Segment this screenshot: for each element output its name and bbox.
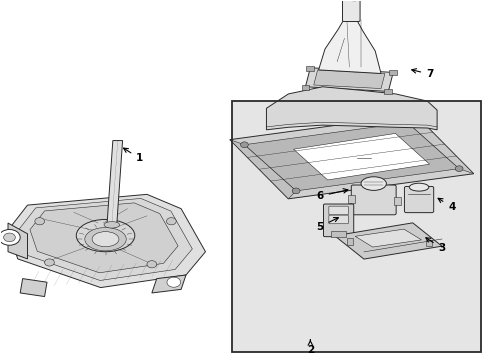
Polygon shape (334, 223, 441, 259)
Text: 2: 2 (306, 340, 313, 355)
Bar (346, 238, 352, 244)
Polygon shape (293, 134, 428, 180)
Bar (393, 197, 400, 205)
Polygon shape (8, 223, 27, 259)
Polygon shape (354, 229, 421, 247)
Ellipse shape (104, 222, 120, 228)
Ellipse shape (84, 228, 126, 251)
Bar (330, 231, 345, 237)
FancyBboxPatch shape (323, 204, 353, 237)
Circle shape (0, 229, 20, 245)
Circle shape (3, 233, 15, 242)
Circle shape (147, 261, 157, 268)
Ellipse shape (76, 220, 135, 252)
Polygon shape (152, 275, 185, 293)
Circle shape (454, 166, 462, 171)
Circle shape (240, 142, 248, 148)
Text: 4: 4 (437, 198, 454, 212)
Polygon shape (266, 87, 436, 130)
Bar (306, 66, 314, 71)
Polygon shape (107, 140, 122, 225)
Bar (388, 70, 396, 75)
Polygon shape (20, 279, 47, 297)
Circle shape (166, 277, 180, 287)
Circle shape (292, 188, 299, 194)
Ellipse shape (341, 0, 366, 1)
Polygon shape (313, 70, 384, 89)
FancyBboxPatch shape (342, 0, 359, 22)
Circle shape (44, 259, 54, 266)
Ellipse shape (408, 183, 428, 191)
Circle shape (166, 218, 176, 225)
FancyBboxPatch shape (328, 215, 347, 224)
Bar (301, 85, 309, 90)
Text: 6: 6 (316, 189, 347, 201)
Bar (384, 89, 391, 94)
Circle shape (35, 218, 44, 225)
Bar (232, 101, 480, 352)
Bar (426, 240, 431, 246)
Text: 7: 7 (411, 69, 432, 79)
Polygon shape (305, 68, 392, 91)
Text: 1: 1 (123, 148, 143, 163)
Text: 3: 3 (425, 238, 445, 253)
FancyBboxPatch shape (404, 186, 433, 213)
FancyBboxPatch shape (350, 185, 395, 215)
Bar (232, 101, 480, 352)
Polygon shape (229, 140, 295, 199)
Ellipse shape (360, 177, 386, 190)
Polygon shape (19, 198, 192, 280)
Polygon shape (407, 114, 473, 174)
Polygon shape (244, 122, 458, 191)
FancyBboxPatch shape (328, 206, 347, 215)
Text: 5: 5 (316, 217, 338, 231)
Ellipse shape (92, 231, 119, 247)
Circle shape (403, 120, 410, 125)
Polygon shape (318, 19, 380, 73)
Polygon shape (229, 114, 473, 199)
Polygon shape (30, 203, 178, 273)
Bar (347, 195, 354, 203)
Polygon shape (8, 194, 205, 288)
